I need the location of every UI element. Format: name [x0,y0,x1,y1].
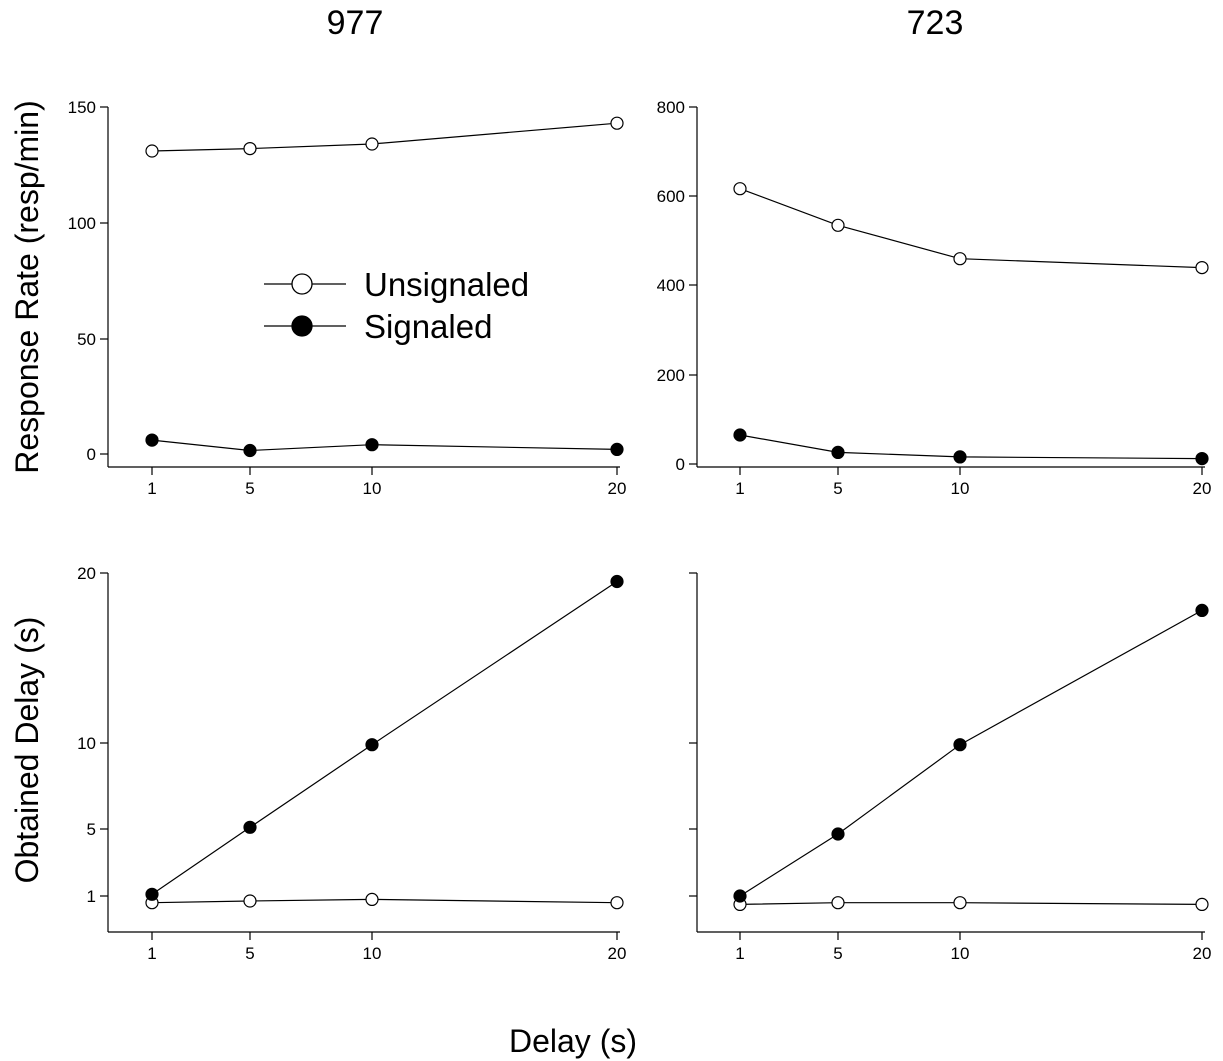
x-tick-label: 20 [608,479,627,498]
column-title-left: 977 [327,4,384,42]
series-line-unsignaled [151,898,618,904]
data-point-signaled [243,443,257,458]
y-tick-label: 5 [87,820,96,839]
data-point-unsignaled [365,137,379,151]
data-point-unsignaled [610,896,624,910]
data-point-unsignaled [243,894,257,908]
data-point-unsignaled [1195,261,1209,275]
series-line-signaled [151,439,618,452]
data-point-unsignaled [831,896,845,910]
data-point-unsignaled [1195,897,1209,912]
x-tick-label: 20 [1193,479,1212,498]
series-line-unsignaled [739,188,1203,269]
x-axis-title: Delay (s) [509,1023,637,1059]
x-tick-label: 5 [833,944,842,963]
y-tick-label: 200 [657,366,685,385]
column-title-right: 723 [907,4,964,42]
legend-marker-signaled [291,315,313,337]
y-tick-label: 150 [68,98,96,117]
y-tick-label: 800 [657,98,685,117]
data-point-unsignaled [610,116,624,130]
legend-label-unsignaled: Unsignaled [364,266,529,303]
data-point-signaled [243,820,257,834]
data-point-unsignaled [145,144,159,158]
y-tick-label: 20 [77,564,96,583]
data-point-signaled [831,445,845,459]
y-axis-title-top: Response Rate (resp/min) [9,100,45,473]
legend-marker-unsignaled [291,273,313,295]
y-tick-label: 400 [657,276,685,295]
data-point-signaled [733,428,747,442]
data-point-unsignaled [831,218,845,232]
series-line-unsignaled [151,122,618,152]
x-tick-label: 10 [363,479,382,498]
y-tick-label: 10 [77,734,96,753]
x-tick-label: 1 [735,479,744,498]
x-tick-label: 20 [608,944,627,963]
chart-top-right: 0 200 400 600 800 1 5 10 20 [657,98,1212,498]
data-point-signaled [953,738,967,752]
data-point-signaled [365,738,379,752]
y-axis-title-bottom: Obtained Delay (s) [9,617,45,884]
x-tick-label: 10 [951,944,970,963]
chart-bottom-right: 1 5 10 20 [689,572,1212,963]
x-tick-label: 10 [951,479,970,498]
legend-label-signaled: Signaled [364,308,492,345]
y-tick-label: 1 [87,887,96,906]
data-point-signaled [365,438,379,452]
data-point-signaled [1195,603,1209,618]
data-point-signaled [145,887,159,901]
y-tick-label: 100 [68,214,96,233]
x-tick-label: 1 [735,944,744,963]
x-tick-label: 5 [245,944,254,963]
legend: Unsignaled Signaled [264,266,529,345]
data-point-signaled [610,574,624,589]
x-tick-label: 1 [147,944,156,963]
data-point-unsignaled [365,892,379,907]
x-tick-label: 1 [147,479,156,498]
series-line-signaled [739,434,1203,460]
x-tick-label: 5 [833,479,842,498]
data-point-signaled [831,827,845,841]
series-line-unsignaled [739,902,1203,906]
data-point-unsignaled [243,142,257,156]
data-point-signaled [145,433,159,447]
data-point-signaled [733,889,747,903]
data-point-unsignaled [953,896,967,910]
x-tick-label: 20 [1193,944,1212,963]
data-point-signaled [1195,452,1209,466]
x-tick-label: 5 [245,479,254,498]
y-tick-label: 0 [676,455,685,474]
y-tick-label: 50 [77,330,96,349]
data-point-unsignaled [733,182,747,196]
y-tick-label: 0 [87,445,96,464]
series-line-signaled [151,581,618,895]
data-point-signaled [610,442,624,456]
chart-top-left: 0 50 100 150 1 5 10 20 [68,98,627,498]
x-tick-label: 10 [363,944,382,963]
data-point-unsignaled [953,252,967,266]
y-tick-label: 600 [657,187,685,206]
series-line-signaled [739,609,1203,897]
data-point-signaled [953,450,967,464]
